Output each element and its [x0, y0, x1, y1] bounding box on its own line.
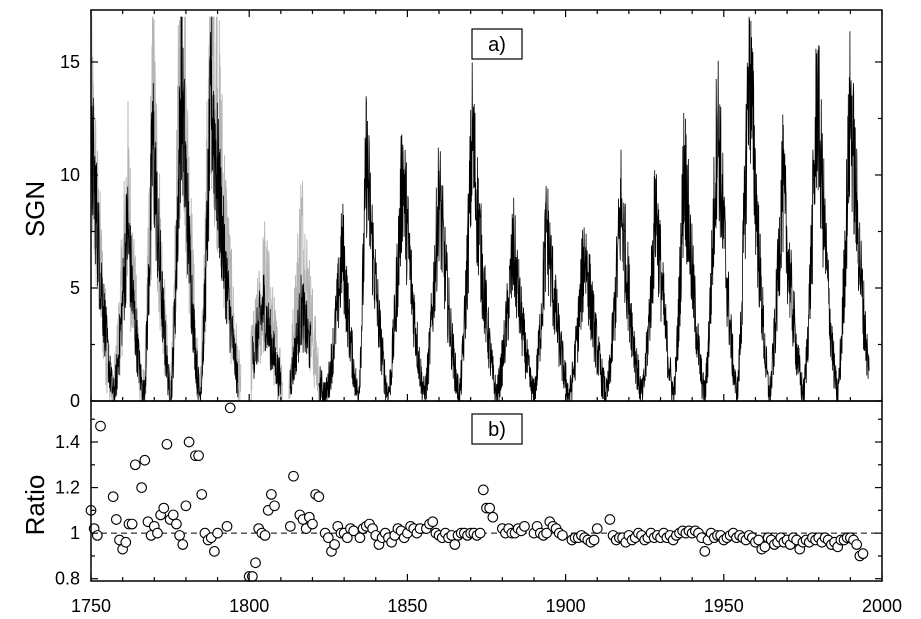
ratio-point — [174, 530, 185, 541]
ratio-point — [126, 518, 138, 530]
ratio-point — [171, 518, 182, 530]
ratio-point — [313, 491, 325, 503]
x-tick-label: 1900 — [546, 596, 586, 616]
panel-b-y-tick-label: 1 — [70, 523, 80, 543]
ratio-point — [250, 557, 261, 569]
panel-b-y-tick-label: 1.2 — [55, 478, 80, 498]
ratio-point — [180, 500, 192, 512]
ratio-point — [307, 518, 318, 530]
ratio-point — [265, 489, 277, 500]
x-tick-label: 1850 — [387, 596, 427, 616]
ratio-point — [161, 438, 173, 450]
ratio-point — [221, 520, 233, 532]
panel-b-y-tick-label: 1.4 — [55, 432, 80, 452]
x-tick-label: 1800 — [229, 596, 269, 616]
ratio-point — [288, 470, 299, 482]
ratio-point — [259, 530, 271, 541]
ratio-point — [487, 511, 499, 523]
x-tick-label: 2000 — [862, 596, 902, 616]
ratio-point — [91, 530, 103, 541]
panel-a-y-tick-label: 10 — [60, 165, 80, 185]
ratio-point — [152, 527, 163, 539]
x-tick-label: 1750 — [71, 596, 111, 616]
panel-b-label: b) — [488, 419, 506, 441]
panel-a-y-tick-label: 5 — [70, 278, 80, 298]
panel-a-label-box: a) — [471, 28, 523, 60]
ratio-point — [107, 491, 119, 503]
ratio-point — [269, 500, 280, 512]
ratio-point — [354, 532, 366, 544]
ratio-point — [212, 527, 223, 539]
ratio-point — [136, 482, 147, 493]
ratio-point — [541, 527, 552, 539]
x-tick-label: 1950 — [704, 596, 744, 616]
gray-series-line — [90, 16, 320, 402]
ratio-point — [449, 539, 461, 550]
ratio-point — [224, 402, 236, 414]
ratio-point — [120, 536, 132, 548]
black-series-line — [90, 16, 870, 403]
panel-a-y-axis-label: SGN — [20, 181, 50, 237]
panel-b-label-box: b) — [471, 413, 523, 445]
panel-b-plot-area — [85, 402, 882, 582]
ratio-point — [474, 527, 486, 539]
ratio-point — [557, 530, 568, 541]
ratio-point — [329, 539, 340, 550]
ratio-point — [183, 436, 195, 448]
ratio-point — [110, 514, 122, 525]
ratio-point — [95, 420, 106, 432]
ratio-point — [193, 450, 204, 462]
panel-b-y-axis-label: Ratio — [20, 475, 50, 536]
panel-a-y-tick-label: 0 — [70, 391, 80, 411]
ratio-point — [209, 546, 220, 557]
ratio-point — [484, 502, 496, 514]
axes-frame: 1750 1800 1850 1900 1950 2000 0 5 10 15 0.8 1 1.2 1.4 — [55, 9, 902, 616]
ratio-point — [519, 520, 530, 532]
panel-a-label: a) — [488, 34, 506, 56]
panel-b-frame — [90, 400, 883, 582]
ratio-point — [196, 489, 208, 500]
ratio-point — [167, 509, 179, 521]
ratio-point — [177, 539, 189, 550]
ratio-point — [699, 546, 711, 557]
ratio-point — [477, 484, 489, 496]
ratio-point — [129, 459, 141, 471]
ratio-point — [604, 514, 616, 525]
panel-b-y-tick-label: 0.8 — [55, 569, 80, 589]
ratio-point — [427, 516, 439, 528]
ratio-point — [851, 539, 863, 550]
ratio-point — [591, 523, 603, 534]
ratio-point — [588, 534, 600, 546]
panel-a-y-tick-label: 15 — [60, 52, 80, 72]
ratio-point — [284, 520, 296, 532]
ratio-point — [158, 502, 170, 514]
ratio-point — [322, 532, 334, 544]
ratio-point — [857, 548, 869, 560]
panel-a-plot-area — [90, 16, 870, 403]
ratio-point — [139, 454, 151, 466]
